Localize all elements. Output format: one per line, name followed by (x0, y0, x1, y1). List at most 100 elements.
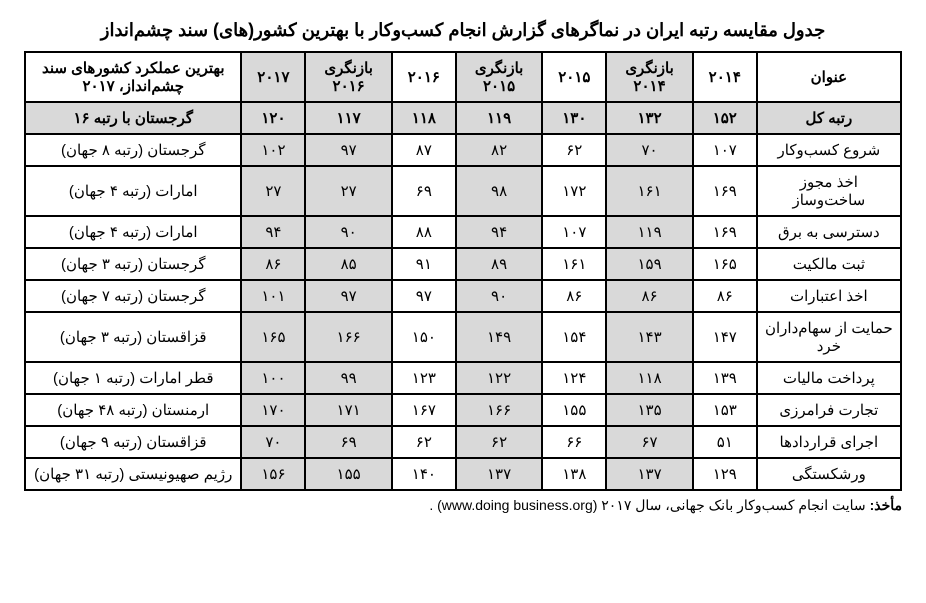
cell-y2014: ۱۵۳ (693, 394, 757, 426)
cell-rev2016: ۹۷ (305, 134, 392, 166)
table-body: رتبه کل۱۵۲۱۳۲۱۳۰۱۱۹۱۱۸۱۱۷۱۲۰گرجستان با ر… (25, 102, 901, 490)
cell-y2014: ۸۶ (693, 280, 757, 312)
table-row: شروع کسب‌وکار۱۰۷۷۰۶۲۸۲۸۷۹۷۱۰۲گرجستان (رت… (25, 134, 901, 166)
cell-rev2016: ۸۵ (305, 248, 392, 280)
cell-y2017: ۱۶۵ (241, 312, 305, 362)
table-row: پرداخت مالیات۱۳۹۱۱۸۱۲۴۱۲۲۱۲۳۹۹۱۰۰قطر اما… (25, 362, 901, 394)
col-header-best: بهترین عملکرد کشورهای سند چشم‌انداز، ۲۰۱… (25, 52, 241, 102)
cell-y2014: ۵۱ (693, 426, 757, 458)
col-header-y2017: ۲۰۱۷ (241, 52, 305, 102)
cell-rev2015: ۱۱۹ (456, 102, 543, 134)
cell-y2017: ۹۴ (241, 216, 305, 248)
cell-y2015: ۱۳۸ (542, 458, 606, 490)
table-row: رتبه کل۱۵۲۱۳۲۱۳۰۱۱۹۱۱۸۱۱۷۱۲۰گرجستان با ر… (25, 102, 901, 134)
cell-y2017: ۱۰۰ (241, 362, 305, 394)
cell-best: گرجستان (رتبه ۸ جهان) (25, 134, 241, 166)
cell-y2014: ۱۰۷ (693, 134, 757, 166)
table-row: اخذ اعتبارات۸۶۸۶۸۶۹۰۹۷۹۷۱۰۱گرجستان (رتبه… (25, 280, 901, 312)
cell-y2015: ۱۷۲ (542, 166, 606, 216)
cell-y2016: ۱۱۸ (392, 102, 456, 134)
cell-y2015: ۸۶ (542, 280, 606, 312)
cell-name: اجرای قراردادها (757, 426, 901, 458)
cell-y2016: ۸۸ (392, 216, 456, 248)
cell-y2017: ۷۰ (241, 426, 305, 458)
cell-y2015: ۱۵۴ (542, 312, 606, 362)
cell-y2016: ۶۹ (392, 166, 456, 216)
cell-y2015: ۱۳۰ (542, 102, 606, 134)
cell-best: قطر امارات (رتبه ۱ جهان) (25, 362, 241, 394)
cell-y2014: ۱۶۹ (693, 216, 757, 248)
source-url: (www.doing business.org) (437, 497, 597, 513)
cell-name: اخذ اعتبارات (757, 280, 901, 312)
cell-best: امارات (رتبه ۴ جهان) (25, 166, 241, 216)
cell-y2015: ۱۲۴ (542, 362, 606, 394)
cell-best: گرجستان (رتبه ۳ جهان) (25, 248, 241, 280)
col-header-y2016: ۲۰۱۶ (392, 52, 456, 102)
cell-y2016: ۹۷ (392, 280, 456, 312)
cell-rev2016: ۱۱۷ (305, 102, 392, 134)
cell-name: رتبه کل (757, 102, 901, 134)
cell-y2016: ۱۶۷ (392, 394, 456, 426)
cell-rev2015: ۱۳۷ (456, 458, 543, 490)
cell-rev2015: ۹۴ (456, 216, 543, 248)
cell-rev2014: ۱۱۹ (606, 216, 693, 248)
cell-y2017: ۲۷ (241, 166, 305, 216)
cell-y2017: ۸۶ (241, 248, 305, 280)
table-title: جدول مقایسه رتبه ایران در نماگرهای گزارش… (24, 20, 902, 41)
cell-name: اخذ مجوز ساخت‌وساز (757, 166, 901, 216)
cell-name: تجارت فرامرزی (757, 394, 901, 426)
cell-y2015: ۱۶۱ (542, 248, 606, 280)
cell-y2017: ۱۰۲ (241, 134, 305, 166)
cell-rev2015: ۸۹ (456, 248, 543, 280)
cell-y2016: ۱۲۳ (392, 362, 456, 394)
cell-rev2015: ۱۶۶ (456, 394, 543, 426)
cell-rev2015: ۹۰ (456, 280, 543, 312)
cell-y2015: ۶۲ (542, 134, 606, 166)
cell-rev2016: ۹۷ (305, 280, 392, 312)
cell-y2015: ۶۶ (542, 426, 606, 458)
source-line: مأخذ: سایت انجام کسب‌وکار بانک جهانی، سا… (24, 497, 902, 514)
table-row: اخذ مجوز ساخت‌وساز۱۶۹۱۶۱۱۷۲۹۸۶۹۲۷۲۷امارا… (25, 166, 901, 216)
cell-rev2015: ۹۸ (456, 166, 543, 216)
cell-rev2016: ۱۶۶ (305, 312, 392, 362)
cell-y2014: ۱۳۹ (693, 362, 757, 394)
cell-y2017: ۱۵۶ (241, 458, 305, 490)
cell-rev2016: ۹۹ (305, 362, 392, 394)
table-row: ورشکستگی۱۲۹۱۳۷۱۳۸۱۳۷۱۴۰۱۵۵۱۵۶رژیم صهیونی… (25, 458, 901, 490)
cell-rev2014: ۱۵۹ (606, 248, 693, 280)
cell-rev2016: ۹۰ (305, 216, 392, 248)
cell-rev2016: ۱۷۱ (305, 394, 392, 426)
cell-rev2014: ۱۴۳ (606, 312, 693, 362)
cell-y2016: ۸۷ (392, 134, 456, 166)
cell-name: دسترسی به برق (757, 216, 901, 248)
cell-name: پرداخت مالیات (757, 362, 901, 394)
cell-y2016: ۱۵۰ (392, 312, 456, 362)
col-header-rev2014: بازنگری ۲۰۱۴ (606, 52, 693, 102)
col-header-y2014: ۲۰۱۴ (693, 52, 757, 102)
cell-rev2015: ۶۲ (456, 426, 543, 458)
cell-rev2015: ۸۲ (456, 134, 543, 166)
cell-y2016: ۶۲ (392, 426, 456, 458)
cell-y2016: ۹۱ (392, 248, 456, 280)
table-row: دسترسی به برق۱۶۹۱۱۹۱۰۷۹۴۸۸۹۰۹۴امارات (رت… (25, 216, 901, 248)
cell-y2014: ۱۶۵ (693, 248, 757, 280)
cell-best: قزاقستان (رتبه ۳ جهان) (25, 312, 241, 362)
cell-y2014: ۱۴۷ (693, 312, 757, 362)
table-row: حمایت از سهام‌داران خرد۱۴۷۱۴۳۱۵۴۱۴۹۱۵۰۱۶… (25, 312, 901, 362)
cell-y2014: ۱۲۹ (693, 458, 757, 490)
cell-rev2015: ۱۴۹ (456, 312, 543, 362)
cell-y2014: ۱۵۲ (693, 102, 757, 134)
cell-y2017: ۱۲۰ (241, 102, 305, 134)
cell-rev2015: ۱۲۲ (456, 362, 543, 394)
cell-rev2014: ۸۶ (606, 280, 693, 312)
cell-y2014: ۱۶۹ (693, 166, 757, 216)
cell-rev2014: ۱۱۸ (606, 362, 693, 394)
cell-best: رژیم صهیونیستی (رتبه ۳۱ جهان) (25, 458, 241, 490)
cell-best: ارمنستان (رتبه ۴۸ جهان) (25, 394, 241, 426)
cell-rev2016: ۱۵۵ (305, 458, 392, 490)
table-header-row: عنوان۲۰۱۴بازنگری ۲۰۱۴۲۰۱۵بازنگری ۲۰۱۵۲۰۱… (25, 52, 901, 102)
cell-name: ثبت مالکیت (757, 248, 901, 280)
col-header-rev2015: بازنگری ۲۰۱۵ (456, 52, 543, 102)
cell-y2017: ۱۰۱ (241, 280, 305, 312)
cell-rev2014: ۱۳۲ (606, 102, 693, 134)
